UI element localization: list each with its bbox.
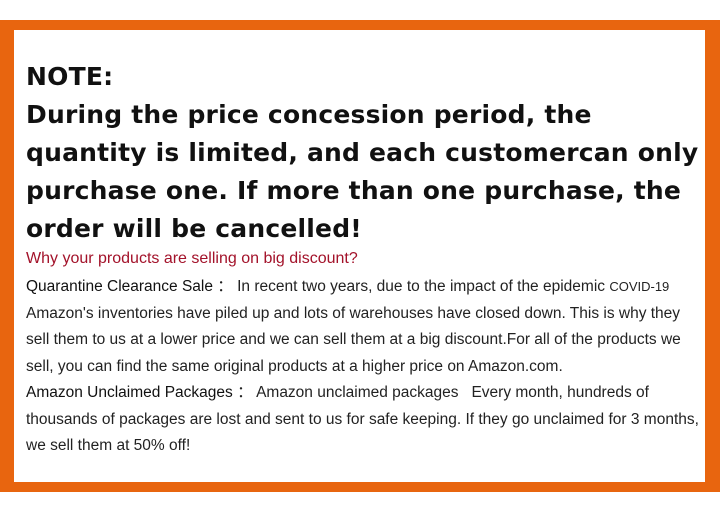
note-heading: NOTE: (26, 62, 114, 91)
unclaimed-packages-text: Amazon unclaimed packages Every month, h… (26, 384, 704, 454)
why-discount-title: Why your products are selling on big dis… (26, 250, 358, 267)
quarantine-sale-label: Quarantine Clearance Sale (26, 278, 213, 295)
quarantine-sale-text-cont: Amazon's inventories have piled up and l… (26, 304, 681, 375)
unclaimed-packages-label: Amazon Unclaimed Packages (26, 384, 233, 401)
orange-frame: NOTE: During the price concession period… (0, 20, 720, 492)
separator: ： (237, 384, 253, 401)
explanation-body: Quarantine Clearance Sale ： In recent tw… (26, 274, 706, 460)
covid-text: COVID-19 (609, 279, 670, 294)
quarantine-sale-text: In recent two years, due to the impact o… (237, 278, 610, 295)
separator: ： (217, 278, 233, 295)
note-block: NOTE: During the price concession period… (26, 58, 701, 248)
note-text: During the price concession period, the … (26, 100, 699, 243)
notice-panel: NOTE: During the price concession period… (14, 30, 705, 482)
